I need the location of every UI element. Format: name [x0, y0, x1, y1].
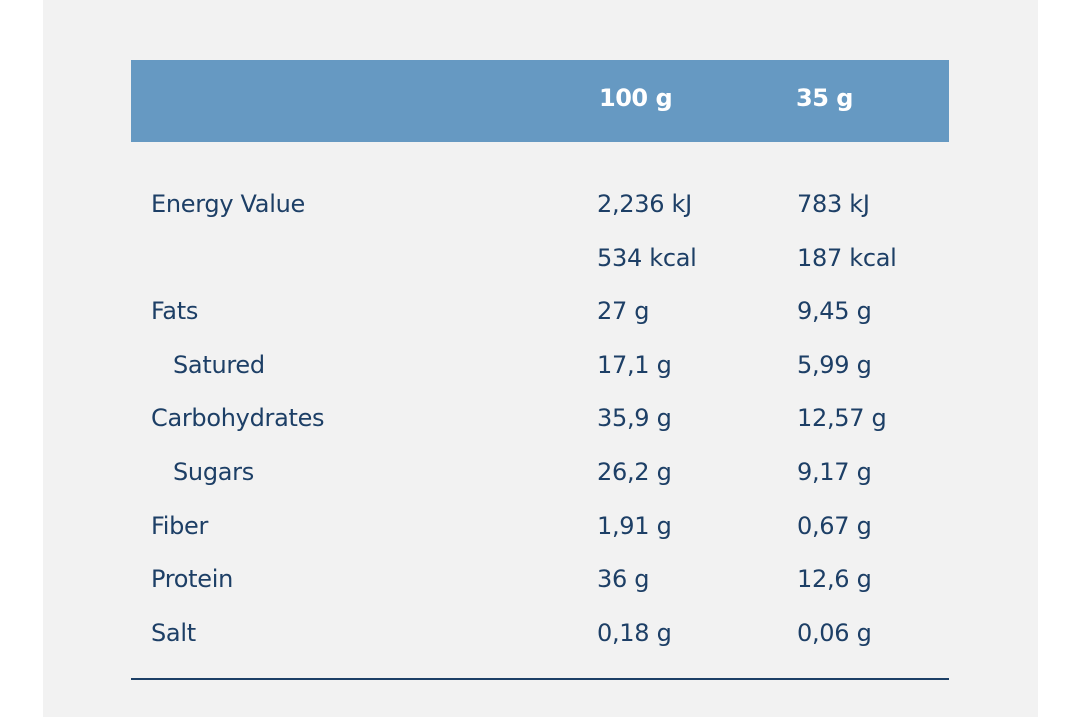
table-row: Fiber 1,91 g 0,67 g — [131, 501, 949, 555]
nutrient-name: Energy Value — [151, 190, 305, 218]
value-100g: 26,2 g — [597, 457, 672, 486]
nutrient-name: Protein — [151, 565, 234, 594]
value-100g: 27 g — [597, 297, 650, 326]
value-100g: 17,1 g — [597, 350, 672, 379]
table-row: Salt 0,18 g 0,06 g — [131, 608, 949, 662]
nutrient-name: Salt — [151, 618, 196, 647]
value-35g: 783 kJ — [797, 190, 870, 218]
table-row: 534 kcal 187 kcal — [131, 233, 949, 287]
table-row: Sugars 26,2 g 9,17 g — [131, 447, 949, 501]
value-35g: 12,6 g — [797, 565, 872, 594]
value-100g: 534 kcal — [597, 243, 697, 272]
value-35g: 187 kcal — [797, 243, 897, 272]
value-35g: 9,17 g — [797, 457, 872, 486]
header-100g: 100 g — [599, 84, 673, 112]
nutrient-name: Fats — [151, 297, 199, 326]
value-100g: 2,236 kJ — [597, 190, 692, 218]
table-row: Carbohydrates 35,9 g 12,57 g — [131, 393, 949, 447]
table-header: 100 g 35 g — [131, 60, 949, 142]
nutrition-table: 100 g 35 g Energy Value 2,236 kJ 783 kJ … — [131, 60, 949, 661]
nutrient-name: Sugars — [173, 457, 254, 486]
nutrient-name: Satured — [173, 350, 265, 379]
header-35g: 35 g — [796, 84, 853, 112]
value-35g: 12,57 g — [797, 404, 887, 433]
table-row: Protein 36 g 12,6 g — [131, 554, 949, 608]
table-row: Fats 27 g 9,45 g — [131, 286, 949, 340]
table-body: Energy Value 2,236 kJ 783 kJ 534 kcal 18… — [131, 179, 949, 661]
value-100g: 1,91 g — [597, 511, 672, 540]
table-row: Satured 17,1 g 5,99 g — [131, 340, 949, 394]
value-35g: 5,99 g — [797, 350, 872, 379]
value-100g: 36 g — [597, 565, 650, 594]
value-35g: 0,06 g — [797, 618, 872, 647]
table-bottom-divider — [131, 678, 949, 680]
nutrient-name: Carbohydrates — [151, 404, 325, 433]
value-100g: 0,18 g — [597, 618, 672, 647]
value-35g: 9,45 g — [797, 297, 872, 326]
nutrient-name: Fiber — [151, 511, 209, 540]
table-row: Energy Value 2,236 kJ 783 kJ — [131, 179, 949, 233]
value-100g: 35,9 g — [597, 404, 672, 433]
value-35g: 0,67 g — [797, 511, 872, 540]
